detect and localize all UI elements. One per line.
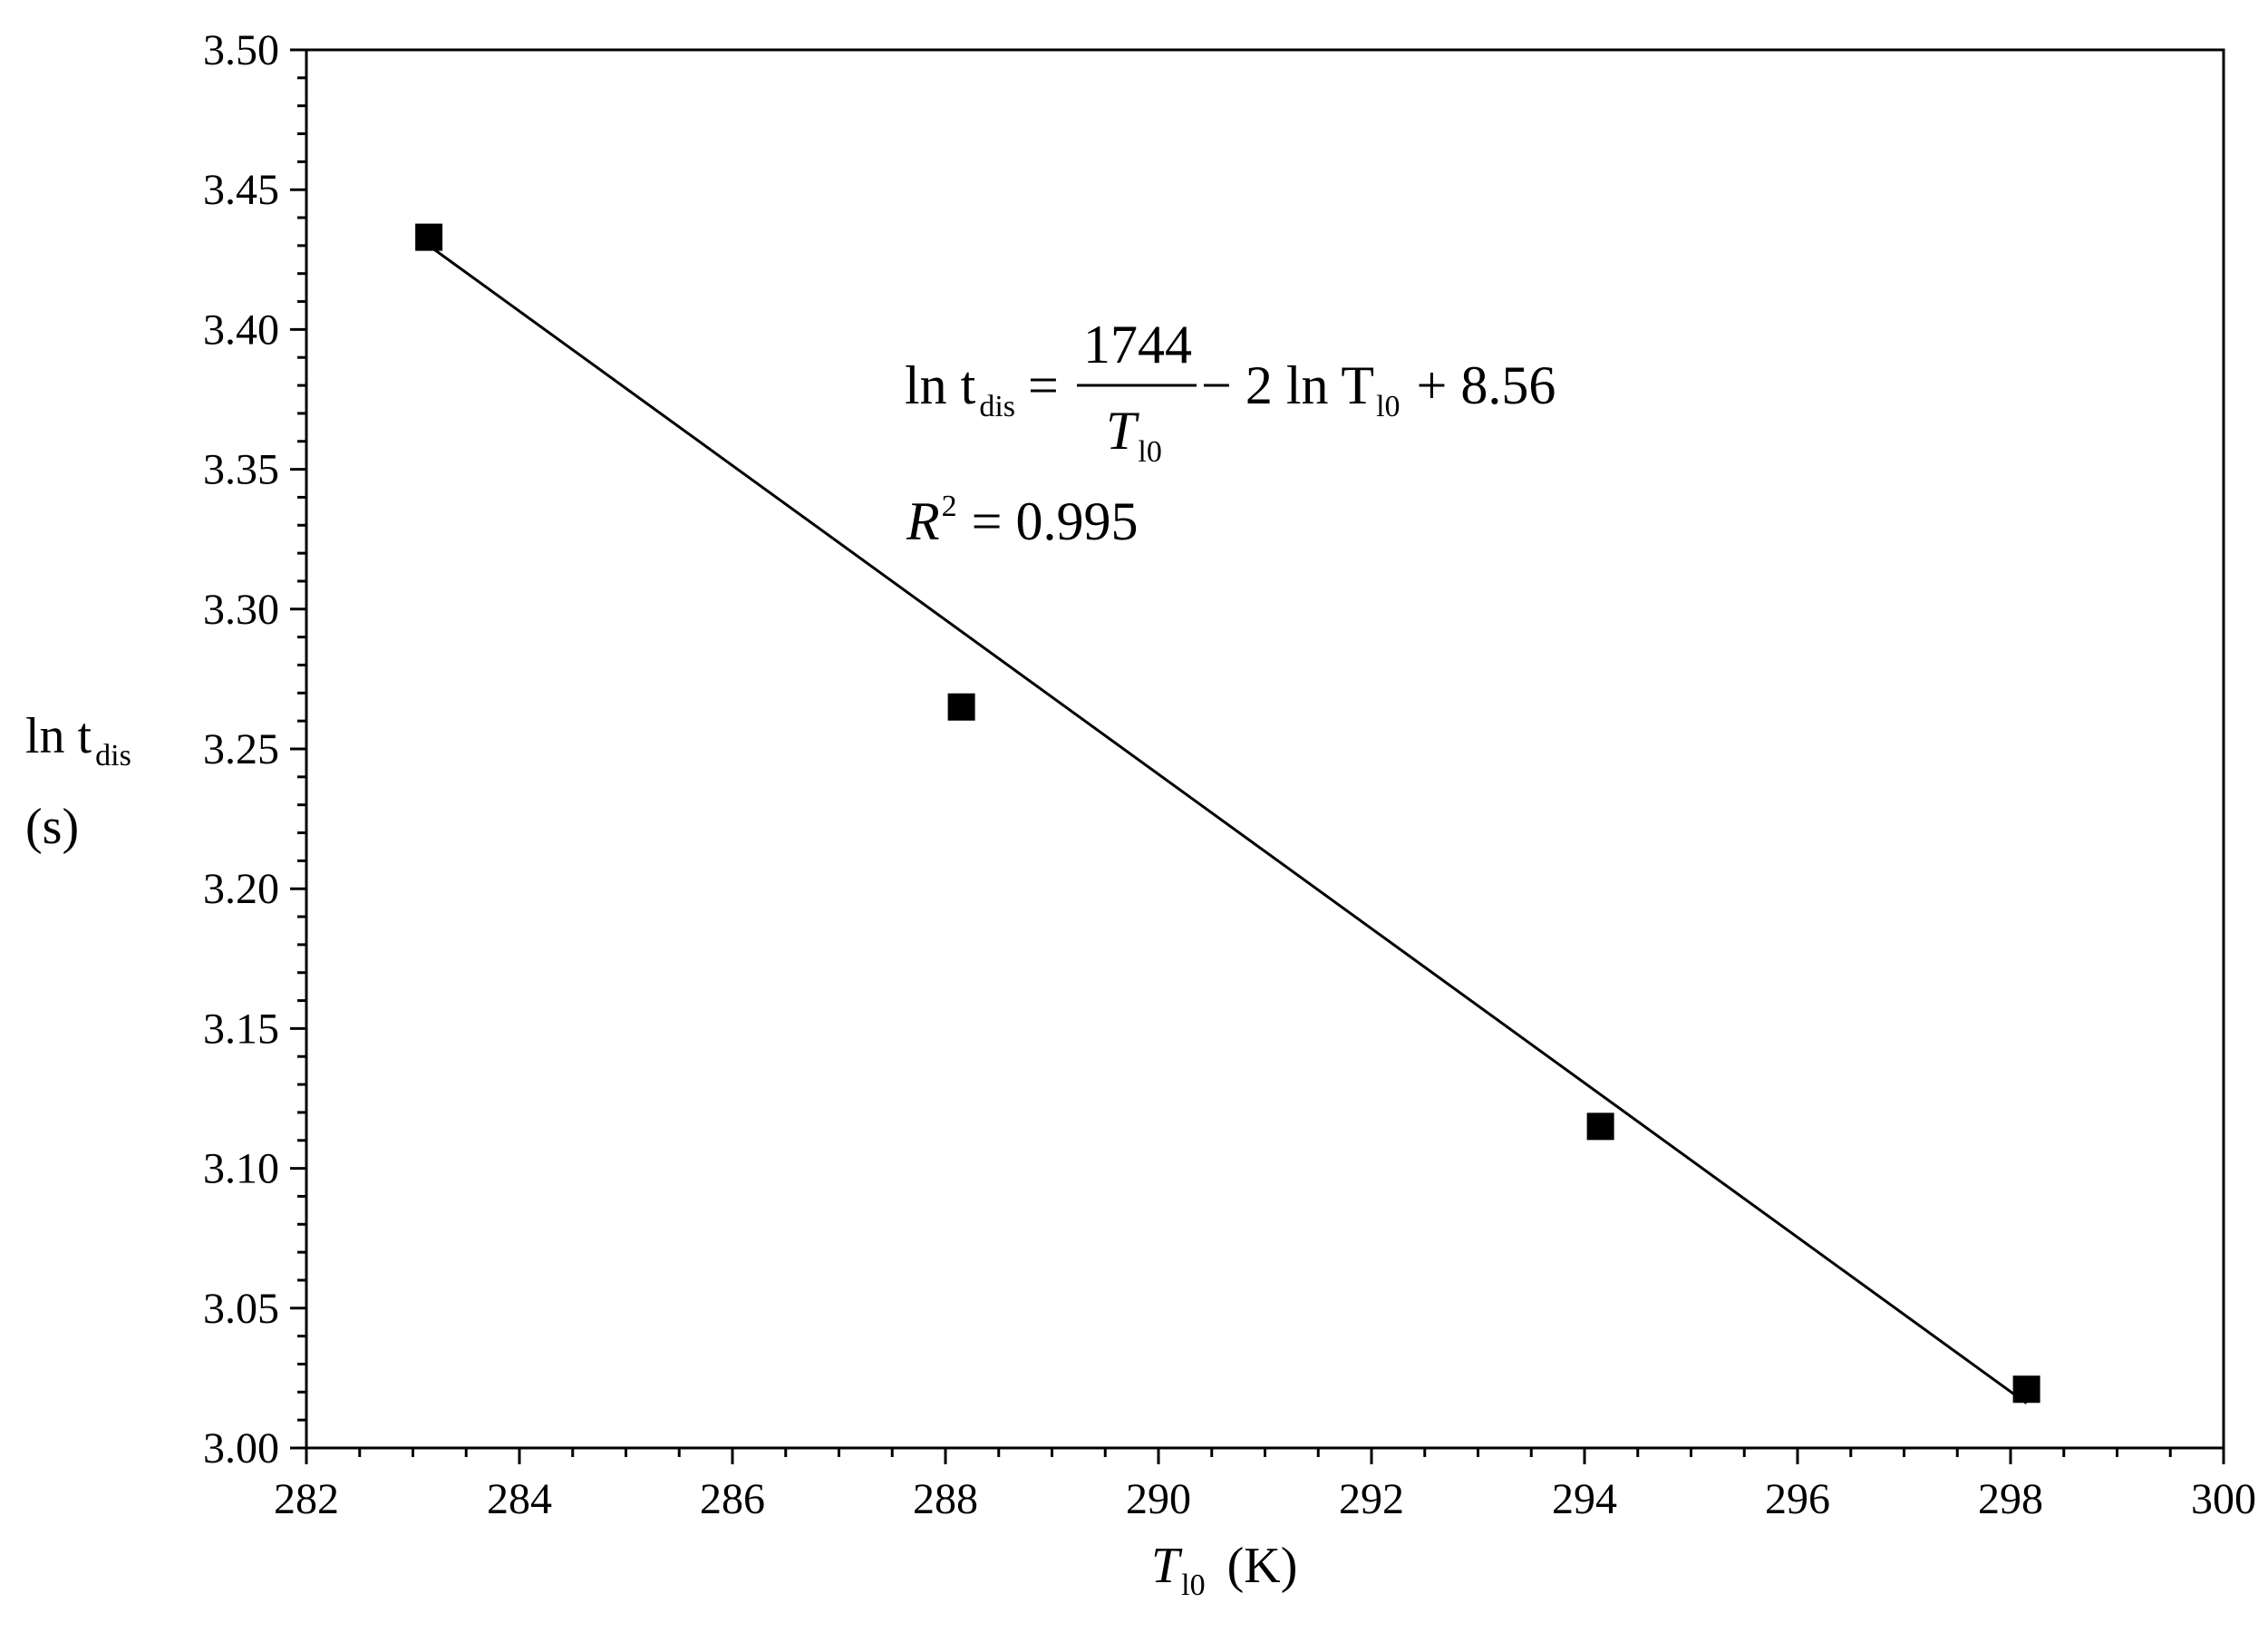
data-point (947, 693, 975, 721)
plot-frame (305, 48, 2225, 1450)
r-squared-label: R2 = 0.995 (906, 490, 1139, 551)
x-tick-label: 294 (1552, 1475, 1617, 1523)
y-tick-label: 3.45 (203, 166, 279, 214)
x-axis-ticks (305, 1448, 2225, 1464)
y-tick-label: 3.35 (203, 446, 279, 494)
equation-denominator: Tl0 (1106, 401, 1162, 469)
x-tick-label: 286 (700, 1475, 765, 1523)
equation-lhs: ln t dis = (905, 355, 1059, 423)
x-tick-label: 290 (1126, 1475, 1191, 1523)
x-tick-label: 296 (1765, 1475, 1830, 1523)
x-tick-label: 298 (1978, 1475, 2043, 1523)
y-tick-label: 3.10 (203, 1145, 279, 1193)
data-point (1586, 1112, 1614, 1141)
x-axis-tick-labels: 282 284 286 288 290 292 294 296 298 300 (274, 1475, 2256, 1523)
fit-equation: ln t dis = 1744 Tl0 − 2 ln Tl0 + 8.56 (905, 315, 1556, 469)
y-axis-ticks (290, 48, 306, 1450)
x-tick-label: 284 (487, 1475, 552, 1523)
y-tick-label: 3.05 (203, 1285, 279, 1333)
y-tick-label: 3.00 (203, 1424, 279, 1472)
y-tick-label: 3.20 (203, 865, 279, 913)
x-axis-label: Tl0 (K) (1151, 1538, 1297, 1602)
equation-numerator: 1744 (1083, 315, 1192, 374)
y-tick-label: 3.15 (203, 1005, 279, 1053)
equation-rest: − 2 ln Tl0 + 8.56 (1201, 355, 1556, 423)
y-axis-label: ln t dis (25, 708, 131, 772)
x-tick-label: 292 (1339, 1475, 1404, 1523)
y-axis-unit: (s) (25, 799, 79, 855)
data-points (415, 223, 2040, 1404)
x-tick-label: 300 (2191, 1475, 2256, 1523)
data-point (2012, 1375, 2040, 1404)
x-tick-label: 288 (913, 1475, 978, 1523)
fit-line (428, 244, 2028, 1404)
y-tick-label: 3.50 (203, 26, 279, 74)
y-tick-label: 3.40 (203, 306, 279, 354)
y-axis-tick-labels: 3.00 3.05 3.10 3.15 3.20 3.25 3.30 3.35 3.40 3.45… (203, 26, 279, 1472)
data-point (415, 223, 443, 251)
x-tick-label: 282 (274, 1475, 339, 1523)
y-tick-label: 3.30 (203, 586, 279, 634)
y-tick-label: 3.25 (203, 725, 279, 773)
